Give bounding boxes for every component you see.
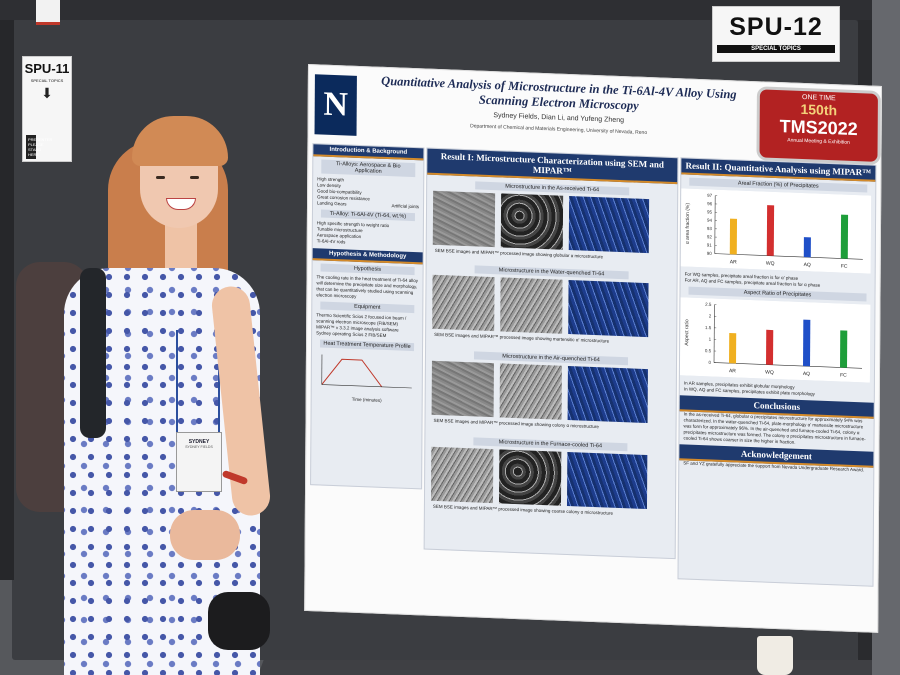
presenter-note: PRESENTER PLEASE STAND HERE: [26, 135, 53, 159]
bar-aq: [803, 319, 811, 367]
bar-wq: [766, 205, 775, 256]
micrograph-image: [568, 196, 650, 254]
booth-sign-spu11: SPU-11 SPECIAL TOPICS PRESENTER PLEASE S…: [22, 56, 72, 162]
paper-cup: [757, 636, 793, 675]
y-tick-label: 2: [709, 314, 712, 319]
micrograph-image: [567, 365, 648, 424]
y-tick-label: 94: [707, 218, 713, 223]
y-tick-label: 1.5: [705, 325, 712, 330]
y-tick-label: 91: [707, 243, 713, 248]
hair-bangs: [132, 116, 228, 166]
micrograph-image: [498, 449, 562, 506]
x-tick-label: AR: [730, 259, 737, 265]
y-tick-label: 1: [709, 337, 712, 342]
red-sign: [36, 0, 60, 25]
y-tick-label: 2.5: [705, 302, 712, 307]
left-column: Introduction & Background Ti-Alloys: Aer…: [310, 143, 425, 490]
micrograph-image: [432, 274, 495, 332]
research-poster: N Quantitative Analysis of Microstructur…: [304, 64, 882, 633]
subsection-title: Microstructure in the As-received Ti-64: [475, 181, 630, 196]
booth-category: SPECIAL TOPICS: [30, 78, 64, 83]
y-tick-label: 0: [708, 360, 711, 365]
micrograph-panels: Microstructure in the As-received Ti-64 …: [425, 175, 678, 565]
x-tick-label: FC: [840, 372, 847, 378]
subsection-title: Heat Treatment Temperature Profile: [320, 339, 415, 352]
eye: [190, 176, 199, 179]
bar-aq: [803, 237, 811, 258]
micrograph-image: [431, 360, 494, 418]
board-stand: [0, 20, 14, 580]
subsection-title: Hypothesis: [320, 263, 415, 276]
micrograph-image: [432, 190, 496, 248]
axis-label: Time (minutes): [351, 396, 382, 403]
bar-wq: [766, 329, 774, 365]
subsection-title: Equipment: [320, 301, 415, 314]
eye: [156, 176, 165, 179]
chart-background: [679, 297, 871, 383]
aspect-ratio-chart: Aspect ratio 0 0.5 1 1.5 2 2.5 AR WQ AQ FC: [679, 297, 871, 383]
image-label: Landing Gears: [317, 200, 347, 207]
booth-code: SPU-11: [24, 61, 70, 76]
image-label: Artificial joints: [391, 203, 420, 210]
clasped-hands: [170, 510, 240, 560]
name-badge: SYDNEY SYDNEY FIELDS: [176, 432, 222, 492]
x-axis: [714, 362, 863, 369]
equipment-list: Thermo Scientific Scios 2 focused ion be…: [312, 312, 422, 340]
x-tick-label: WQ: [765, 370, 774, 376]
down-arrow-icon: ⬇: [41, 85, 53, 101]
subsection-title: Ti-Alloy: Ti-6Al-4V (Ti-64, wt.%): [320, 209, 415, 222]
lanyard: [176, 330, 220, 434]
hypothesis-text: The cooling rate in the heat treatment o…: [316, 274, 419, 299]
subsection-title: Ti-Alloys: Aerospace & Bio Application: [321, 159, 416, 178]
middle-column: Result I: Microstructure Characterizatio…: [423, 147, 679, 560]
x-axis: [714, 253, 863, 260]
x-tick-label: AQ: [804, 262, 811, 268]
y-axis-label: α area fraction (%): [685, 203, 691, 245]
x-tick-label: AR: [729, 368, 736, 374]
y-tick-label: 0.5: [705, 348, 712, 353]
conclusions-text: In the as-received Ti-64, globular α pre…: [683, 411, 866, 445]
booth-code: SPU-12: [729, 13, 823, 41]
booth-sign-spu12: SPU-12 SPECIAL TOPICS: [712, 6, 840, 62]
micrograph-image: [500, 193, 564, 250]
x-tick-label: WQ: [766, 261, 775, 267]
y-tick-label: 97: [707, 193, 713, 198]
y-axis-label: Aspect ratio: [684, 319, 690, 346]
micrograph-image: [568, 280, 649, 338]
backpack-strap: [80, 268, 106, 438]
subsection-title: Microstructure in the Water-quenched Ti-…: [474, 265, 629, 280]
y-tick-label: 93: [707, 226, 713, 231]
y-tick-label: 95: [707, 209, 713, 214]
micrograph-image: [430, 446, 494, 504]
bar-fc: [840, 214, 849, 259]
property-list: High specific strength to weight ratio T…: [313, 220, 423, 248]
x-tick-label: AQ: [803, 371, 810, 377]
section-header: Introduction & Background: [313, 144, 424, 161]
micrograph-image: [499, 363, 562, 420]
badge-subtitle: SYDNEY FIELDS: [185, 445, 213, 449]
badge-name: SYDNEY: [188, 439, 210, 445]
bar-fc: [840, 330, 848, 368]
x-tick-label: FC: [841, 263, 848, 269]
tms-2022-logo: ONE TIME 150th TMS2022 Annual Meeting & …: [756, 86, 881, 165]
subsection-title: Microstructure in the Air-quenched Ti-64: [473, 351, 629, 366]
section-header: Hypothesis & Methodology: [312, 248, 423, 265]
y-tick-label: 96: [707, 201, 713, 206]
micrograph-image: [500, 277, 563, 334]
bar-ar: [729, 333, 737, 364]
booth-category: SPECIAL TOPICS: [717, 45, 835, 53]
university-logo: N: [314, 74, 357, 136]
subsection-title: Microstructure in the Furnace-cooled Ti-…: [473, 437, 628, 452]
bar-ar: [729, 218, 738, 255]
right-column: Result II: Quantitative Analysis using M…: [677, 157, 877, 587]
y-tick-label: 92: [707, 234, 713, 239]
micrograph-image: [566, 451, 648, 510]
chart-background: [680, 188, 872, 274]
face-mask: [208, 592, 270, 650]
areal-fraction-chart: α area fraction (%) 90 91 92 93 94 95 96 97 AR WQ A…: [680, 188, 872, 274]
y-tick-label: 90: [707, 251, 713, 256]
temperature-profile-graph: [321, 354, 412, 389]
